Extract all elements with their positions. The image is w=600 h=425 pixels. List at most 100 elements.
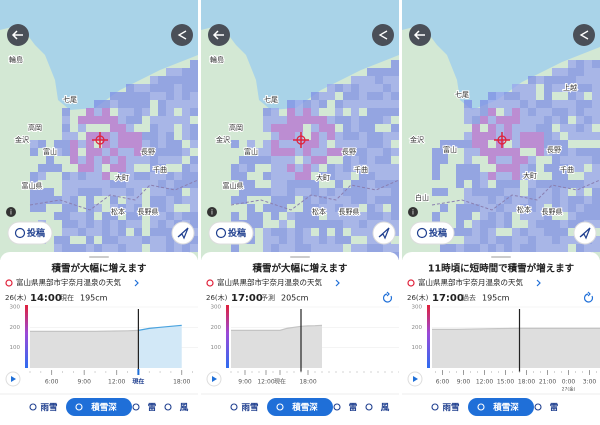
- locate-icon: [177, 227, 189, 240]
- share-button[interactable]: [171, 24, 193, 46]
- overlay-cell: [496, 116, 504, 124]
- overlay-cell: [142, 84, 150, 92]
- overlay-cell: [367, 156, 375, 164]
- overlay-cell: [351, 116, 359, 124]
- overlay-cell: [383, 188, 391, 196]
- tab-label[interactable]: 風: [180, 403, 189, 413]
- overlay-cell: [512, 116, 520, 124]
- tab-label[interactable]: 積雪深: [291, 402, 318, 413]
- overlay-cell: [142, 236, 150, 244]
- overlay-cell: [536, 148, 544, 156]
- post-button[interactable]: [208, 221, 254, 245]
- location-link[interactable]: 富山県黒部市宇奈月温泉の天気: [16, 277, 121, 287]
- share-button[interactable]: [573, 24, 595, 46]
- map-sea: [402, 0, 600, 110]
- overlay-cell: [464, 228, 472, 236]
- overlay-cell: [134, 100, 142, 108]
- overlay-cell: [375, 180, 383, 188]
- overlay-cell: [560, 124, 568, 132]
- overlay-cell: [528, 76, 536, 84]
- overlay-cell: [367, 84, 375, 92]
- tab-label[interactable]: 積雪深: [492, 402, 519, 413]
- overlay-cell: [279, 116, 287, 124]
- overlay-cell: [279, 124, 287, 132]
- overlay-cell: [182, 132, 190, 140]
- overlay-cell: [512, 132, 520, 140]
- overlay-cell: [319, 188, 327, 196]
- overlay-cell: [319, 140, 327, 148]
- overlay-cell: [102, 188, 110, 196]
- overlay-cell: [239, 156, 247, 164]
- post-button[interactable]: [409, 221, 455, 245]
- overlay-cell: [552, 228, 560, 236]
- overlay-cell: [375, 156, 383, 164]
- info-button[interactable]: [408, 207, 418, 217]
- overlay-cell: [86, 228, 94, 236]
- tab-selected[interactable]: [267, 398, 333, 416]
- overlay-cell: [383, 100, 391, 108]
- overlay-cell: [448, 244, 456, 252]
- refresh-button[interactable]: [583, 291, 594, 303]
- post-button[interactable]: [7, 221, 53, 245]
- overlay-cell: [158, 244, 166, 252]
- location-link[interactable]: 富山県黒部市宇奈月温泉の天気: [217, 277, 322, 287]
- overlay-cell: [190, 100, 198, 108]
- overlay-cell: [560, 228, 568, 236]
- overlay-cell: [311, 108, 319, 116]
- overlay-cell: [343, 124, 351, 132]
- overlay-cell: [30, 196, 38, 204]
- info-button[interactable]: [207, 207, 217, 217]
- info-button[interactable]: [6, 207, 16, 217]
- overlay-cell: [560, 140, 568, 148]
- tab-selected[interactable]: [468, 398, 534, 416]
- overlay-cell: [158, 84, 166, 92]
- overlay-cell: [118, 156, 126, 164]
- overlay-cell: [496, 156, 504, 164]
- overlay-cell: [327, 116, 335, 124]
- tab-label[interactable]: 雷: [349, 402, 358, 413]
- overlay-cell: [528, 244, 536, 252]
- back-icon: [413, 30, 425, 40]
- overlay-cell: [190, 156, 198, 164]
- overlay-cell: [432, 156, 440, 164]
- overlay-cell: [504, 100, 512, 108]
- overlay-cell: [592, 172, 600, 180]
- tab-label[interactable]: 雨雪: [241, 402, 259, 413]
- tab-label[interactable]: 雷: [550, 402, 559, 413]
- overlay-cell: [150, 220, 158, 228]
- location-link[interactable]: 富山県黒部市宇奈月温泉の天気: [418, 277, 523, 287]
- overlay-cell: [383, 180, 391, 188]
- overlay-cell: [263, 108, 271, 116]
- overlay-cell: [552, 100, 560, 108]
- overlay-cell: [512, 140, 520, 148]
- overlay-cell: [134, 132, 142, 140]
- overlay-cell: [335, 108, 343, 116]
- overlay-cell: [70, 180, 78, 188]
- tab-label[interactable]: 雨雪: [442, 402, 460, 413]
- overlay-cell: [30, 148, 38, 156]
- tab-label[interactable]: 積雪深: [90, 402, 117, 413]
- overlay-cell: [94, 156, 102, 164]
- overlay-cell: [142, 148, 150, 156]
- overlay-cell: [190, 84, 198, 92]
- overlay-cell: [359, 116, 367, 124]
- refresh-button[interactable]: [382, 291, 393, 303]
- overlay-cell: [311, 204, 319, 212]
- overlay-cell: [592, 132, 600, 140]
- tab-selected[interactable]: [66, 398, 132, 416]
- overlay-cell: [62, 236, 70, 244]
- map-label: 高岡: [229, 123, 243, 132]
- snow-depth: 195cm: [80, 294, 108, 303]
- locate-icon: [579, 227, 591, 240]
- overlay-cell: [568, 212, 576, 220]
- info-icon: i: [412, 209, 414, 217]
- tab-label[interactable]: 雨雪: [40, 402, 58, 413]
- headline: 11時頃に短時間で積雪が増えます: [428, 263, 575, 275]
- overlay-cell: [375, 116, 383, 124]
- tab-label[interactable]: 風: [381, 403, 390, 413]
- overlay-cell: [512, 196, 520, 204]
- overlay-cell: [231, 244, 239, 252]
- overlay-cell: [86, 244, 94, 252]
- share-button[interactable]: [372, 24, 394, 46]
- tab-label[interactable]: 雷: [148, 402, 157, 413]
